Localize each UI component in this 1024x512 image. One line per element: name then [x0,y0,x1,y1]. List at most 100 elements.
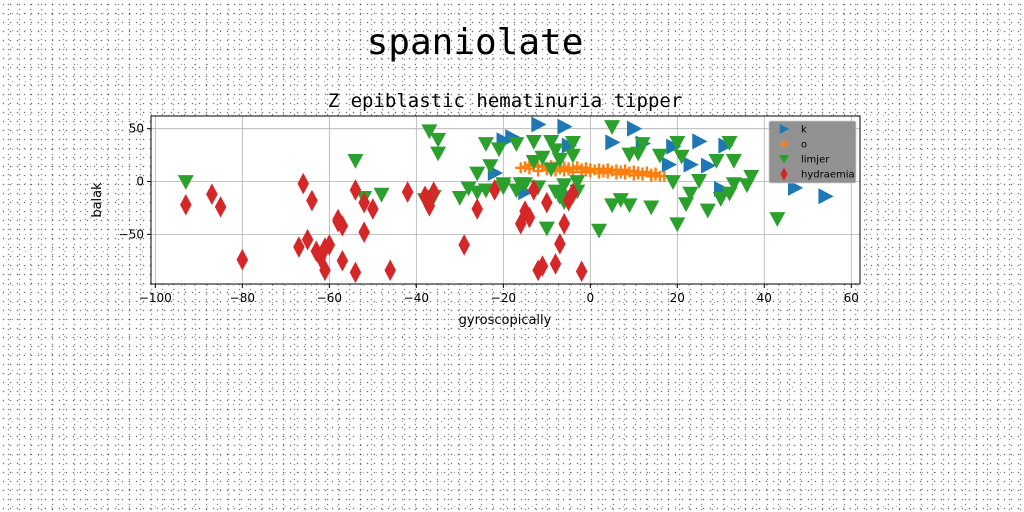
data-point [538,221,555,237]
data-point [495,177,512,193]
x-tick-label: −80 [230,291,255,305]
data-point [532,259,544,282]
legend-marker [780,167,788,181]
legend-marker [779,124,790,134]
data-point [471,198,483,220]
data-point [514,212,527,235]
data-point [517,177,534,193]
data-point [430,146,447,162]
legend: ko limjer hydraemia [768,120,857,184]
x-tick-label: 20 [670,291,685,305]
data-point [358,191,370,214]
data-point [488,179,501,201]
data-point [678,197,695,213]
data-point [621,198,638,214]
data-point [564,148,581,164]
data-point [818,188,834,205]
data-point [336,249,349,272]
data-point [721,136,738,151]
data-point [347,153,364,169]
legend-label: o [801,140,807,151]
data-point [536,255,549,277]
data-point [458,234,470,256]
data-point [477,137,494,152]
legend-marker [779,155,789,165]
data-point [451,190,468,206]
data-point [543,134,560,150]
data-point [301,228,314,251]
data-point [718,137,734,154]
ticks: −100 −80 −60 −40 −20 0 20 40 60 −50 0 50 [119,122,859,305]
data-point [563,164,575,176]
data-point [673,149,690,165]
x-tick-label: 0 [586,291,594,305]
data-point [627,120,643,137]
data-point [525,134,542,150]
data-point [562,189,575,212]
data-point [490,142,507,158]
data-point [743,169,760,185]
data-point [604,120,621,135]
data-point [477,183,494,199]
data-point [632,168,644,180]
data-point [605,134,621,151]
page-title: spaniolate [366,22,584,63]
data-point [319,259,331,282]
series-layer [177,116,834,284]
data-point [692,133,708,150]
data-point [669,217,686,233]
data-point [661,156,678,173]
data-point [708,153,725,169]
data-point [691,174,708,189]
x-tick-label: 40 [757,291,772,305]
data-point [180,193,192,216]
x-tick-label: −100 [139,291,172,305]
x-axis-label: gyroscopically [459,313,552,328]
legend-box [768,120,857,184]
chart-title: Z epiblastic hematinuria tipper [328,90,683,112]
data-point [306,189,318,212]
data-point [549,253,562,275]
data-point [541,191,553,214]
data-point [358,221,370,244]
data-point [508,137,525,152]
data-point [419,185,431,208]
data-point [699,203,716,219]
data-point [547,143,564,159]
data-point [669,136,686,151]
data-point [528,179,540,201]
legend-label: limjer [801,155,830,166]
data-point [401,181,414,203]
legend-label: hydraemia [801,170,855,181]
data-point [421,124,438,140]
data-point [482,159,499,175]
data-point [683,156,699,173]
data-point [469,166,486,182]
y-tick-label: 0 [136,175,144,189]
data-point [634,137,651,152]
data-point [206,183,218,205]
data-point [543,162,560,178]
data-point [597,166,609,178]
data-point [349,179,362,201]
legend-marker [780,140,788,148]
data-point [664,175,681,190]
data-point [556,178,573,194]
data-point [531,116,547,133]
data-point [525,155,542,170]
data-point [787,179,804,196]
data-point [323,234,336,256]
data-point [769,212,786,227]
data-point [460,181,477,197]
data-point [214,196,227,218]
data-point [430,132,447,148]
data-point [564,136,581,151]
data-point [236,248,249,271]
data-point [373,187,390,203]
data-point [666,138,682,155]
data-point [604,198,621,214]
data-point [612,193,629,208]
x-tick-label: −40 [404,291,429,305]
y-axis-label: balak [90,182,105,218]
data-point [551,152,568,168]
